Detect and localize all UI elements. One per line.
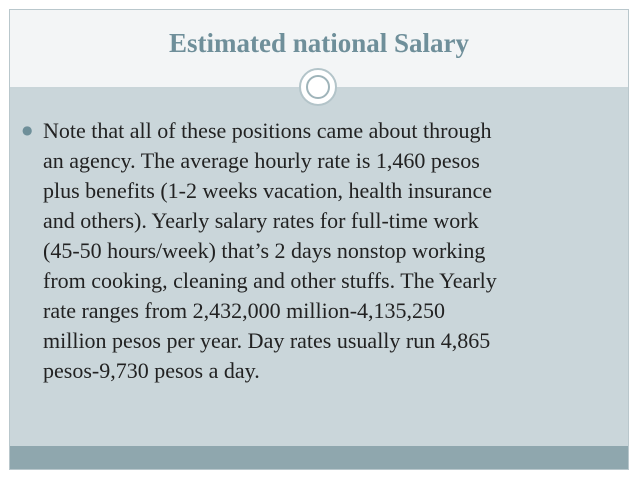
bullet-item: ● Note that all of these positions came … [22,116,622,386]
bullet-dot-icon: ● [22,123,33,137]
slide-title: Estimated national Salary [168,28,470,58]
inner-circle [306,75,330,99]
slide-frame [9,9,629,470]
content-background [10,89,628,446]
footer-bar [10,446,628,469]
slide-content: ● Note that all of these positions came … [22,116,622,386]
double-circle-ornament-icon [299,68,337,106]
bullet-text: Note that all of these positions came ab… [43,118,497,383]
